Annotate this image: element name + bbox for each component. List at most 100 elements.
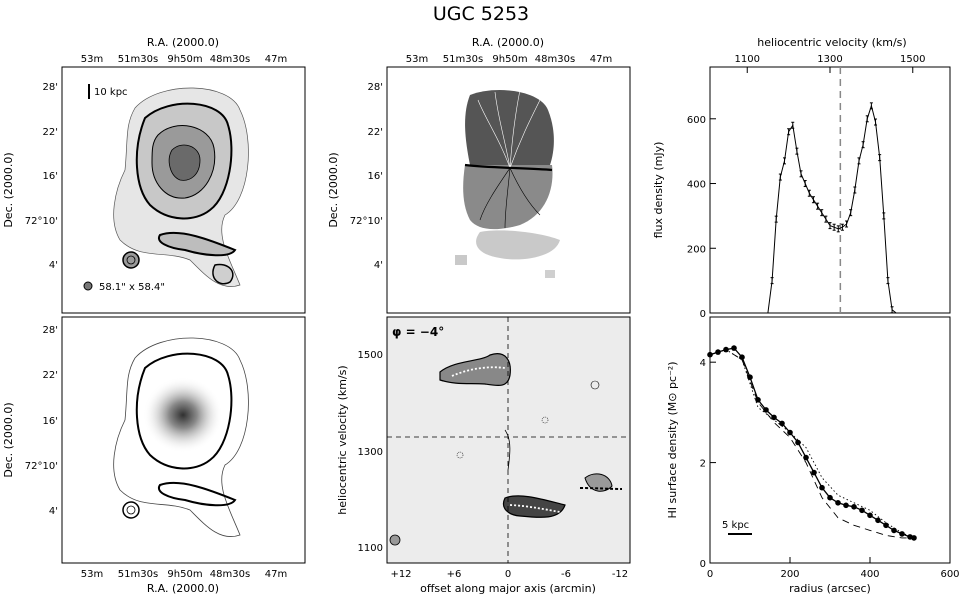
radial-profile-point: [779, 420, 785, 427]
radial-y-tick-label: 4: [700, 358, 706, 369]
panel-global-profile: heliocentric velocity (km/s) flux densit…: [652, 36, 951, 320]
radial-profile-point: [763, 407, 769, 413]
panel-bl-bottom-tick-0: 53m: [81, 569, 103, 580]
velocity-map-image: [455, 89, 560, 278]
panel-bm-y-axis-label: heliocentric velocity (km/s): [336, 365, 349, 514]
radial-x-tick-label: 600: [940, 569, 959, 580]
radial-profile-receding: [709, 349, 914, 539]
pv-angle-annotation: φ = −4°: [392, 325, 444, 339]
panel-velocity-field: R.A. (2000.0) 53m 51m30s 9h50m 48m30s 47…: [327, 36, 631, 314]
panel-bm-x-tick-2: 0: [505, 569, 511, 580]
panel-tl-top-axis-label: R.A. (2000.0): [147, 36, 219, 49]
panel-br-x-axis-label: radius (arcsec): [789, 582, 871, 595]
panel-tl-y-tick-2: 16': [43, 171, 58, 182]
panel-position-velocity: φ = −4° 1500 1300 1100 heliocentric velo…: [336, 316, 631, 595]
panel-tm-y-tick-2: 16': [368, 171, 383, 182]
radial-profile-point: [867, 512, 873, 519]
panel-tm-y-axis-label: Dec. (2000.0): [327, 152, 340, 227]
panel-bl-bottom-tick-2: 9h50m: [167, 569, 202, 580]
panel-bl-y-tick-4: 4': [49, 506, 58, 517]
radial-profile-point: [875, 517, 881, 524]
panel-bl-y-tick-1: 22': [43, 370, 58, 381]
panel-tl-y-tick-4: 4': [49, 260, 58, 271]
beam-icon: [83, 281, 93, 291]
panel-bm-x-tick-3: -6: [561, 569, 571, 580]
panel-radial-profile: radius (arcsec) HI surface density (M⊙ p…: [666, 316, 960, 595]
panel-tr-top-axis-label: heliocentric velocity (km/s): [757, 36, 906, 49]
radial-profile-point: [819, 484, 825, 491]
radial-x-tick-label: 400: [860, 569, 879, 580]
profile-y-tick-label: 600: [687, 115, 706, 126]
panel-tl-top-tick-1: 51m30s: [118, 54, 158, 65]
radial-profile-point: [883, 522, 889, 529]
radial-profile-mean: [709, 347, 915, 539]
panel-optical-overlay: 28' 22' 16' 72°10' 4' Dec. (2000.0) 53m …: [2, 316, 306, 595]
panel-bm-x-tick-1: +6: [447, 569, 462, 580]
panel-br-y-axis-label: HI surface density (M⊙ pc⁻²): [666, 361, 679, 518]
panel-hi-column-density: R.A. (2000.0) 53m 51m30s 9h50m 48m30s 47…: [2, 36, 306, 314]
panel-tm-top-tick-0: 53m: [406, 54, 428, 65]
radial-x-tick-label: 200: [780, 569, 799, 580]
panel-bm-y-tick-2: 1100: [358, 543, 383, 554]
radial-profile-point: [747, 374, 753, 381]
panel-bm-x-tick-4: -12: [612, 569, 628, 580]
panel-bl-y-axis-label: Dec. (2000.0): [2, 402, 15, 477]
panel-tl-scalebar-label: 10 kpc: [94, 87, 128, 98]
panel-tm-top-tick-4: 47m: [590, 54, 612, 65]
radial-profile-point: [899, 531, 905, 537]
radial-profile-point: [891, 527, 897, 534]
hi-map-image: [113, 87, 249, 287]
panel-tl-y-tick-1: 22': [43, 127, 58, 138]
radial-y-tick-label: 0: [700, 559, 706, 570]
radial-profile-point: [803, 454, 809, 461]
profile-x-tick-label: 1500: [900, 54, 925, 65]
panel-bl-bottom-axis-label: R.A. (2000.0): [147, 582, 219, 595]
radial-profile-point: [835, 500, 841, 506]
panel-tr-y-axis-label: flux density (mJy): [652, 142, 665, 239]
radial-x-tick-label: 0: [707, 569, 713, 580]
panel-tm-y-tick-3: 72°10': [350, 216, 383, 227]
panel-bm-x-axis-label: offset along major axis (arcmin): [420, 582, 596, 595]
profile-x-tick-label: 1100: [735, 54, 760, 65]
profile-x-tick-label: 1300: [817, 54, 842, 65]
panel-bl-y-tick-0: 28': [43, 325, 58, 336]
radial-profile-point: [851, 504, 857, 510]
profile-y-tick-label: 0: [700, 309, 706, 320]
radial-profile-point: [843, 502, 849, 509]
radial-y-tick-label: 2: [700, 459, 706, 470]
panel-tm-top-axis-label: R.A. (2000.0): [472, 36, 544, 49]
flux-profile-line: [714, 103, 946, 314]
panel-bm-x-tick-0: +12: [390, 569, 411, 580]
radial-profile-point: [731, 345, 737, 351]
panel-tm-top-tick-1: 51m30s: [443, 54, 483, 65]
panel-tm-y-tick-4: 4': [374, 260, 383, 271]
panel-tm-y-tick-0: 28': [368, 82, 383, 93]
panel-tl-y-tick-0: 28': [43, 82, 58, 93]
panel-tm-top-tick-2: 9h50m: [492, 54, 527, 65]
panel-br-frame: [709, 316, 951, 564]
profile-y-tick-label: 400: [687, 180, 706, 191]
panel-tm-top-tick-3: 48m30s: [535, 54, 575, 65]
radial-profile-point: [771, 414, 777, 421]
panel-bl-bottom-tick-4: 47m: [265, 569, 287, 580]
panel-bl-y-tick-2: 16': [43, 416, 58, 427]
radial-profile-point: [795, 439, 801, 446]
figure-title: UGC 5253: [433, 3, 529, 25]
companion-source: [122, 251, 140, 269]
panel-br-scalebar-label: 5 kpc: [722, 520, 749, 531]
panel-bm-y-tick-1: 1300: [358, 447, 383, 458]
radial-profile-approaching: [709, 349, 915, 539]
panel-tm-y-tick-1: 22': [368, 127, 383, 138]
panel-tl-beam-label: 58.1" x 58.4": [99, 282, 165, 293]
profile-y-tick-label: 200: [687, 244, 706, 255]
panel-tl-top-tick-4: 47m: [265, 54, 287, 65]
pv-diagram-image: [389, 353, 623, 546]
radial-profile-point: [739, 354, 745, 361]
radial-profile-point: [859, 507, 865, 514]
optical-galaxy: [143, 377, 223, 453]
panel-bl-y-tick-3: 72°10': [25, 461, 58, 472]
panel-tl-top-tick-3: 48m30s: [210, 54, 250, 65]
panel-tl-top-tick-2: 9h50m: [167, 54, 202, 65]
panel-tr-frame: [709, 66, 951, 314]
panel-bm-y-tick-0: 1500: [358, 350, 383, 361]
